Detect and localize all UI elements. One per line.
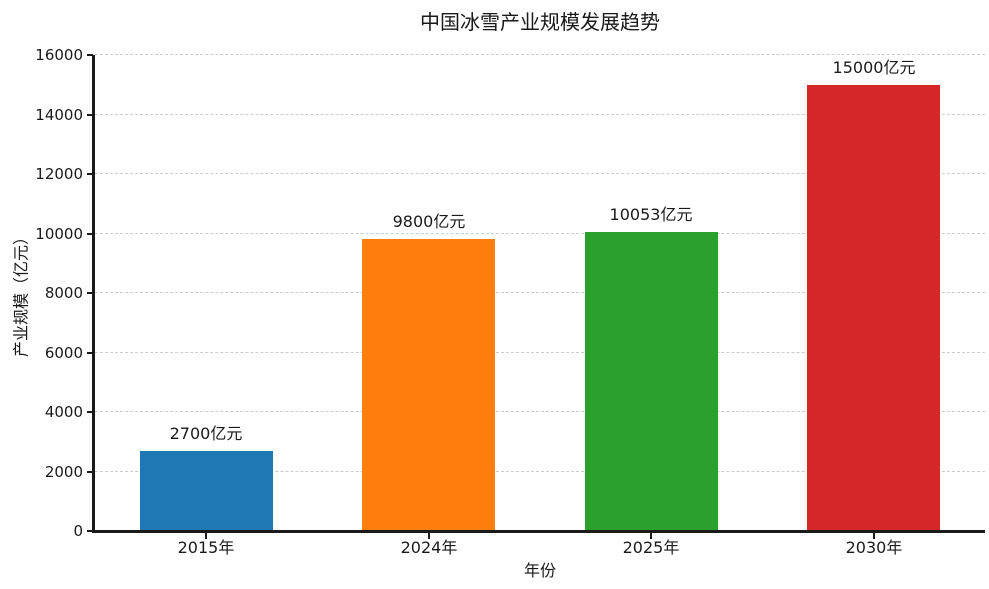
bar-2025年	[585, 232, 718, 531]
bar-value-label-2025年: 10053亿元	[609, 205, 693, 224]
x-tick-label-2024年: 2024年	[400, 538, 458, 557]
y-tick-mark-12000	[87, 173, 93, 175]
gridline-10000	[95, 233, 985, 234]
y-tick-label-14000: 14000	[35, 106, 83, 124]
bar-value-label-2024年: 9800亿元	[392, 212, 466, 231]
y-tick-mark-14000	[87, 114, 93, 116]
y-tick-label-0: 0	[73, 522, 83, 540]
gridline-2000	[95, 471, 985, 472]
y-tick-label-8000: 8000	[44, 284, 83, 302]
y-tick-label-4000: 4000	[44, 403, 83, 421]
y-tick-label-6000: 6000	[44, 344, 83, 362]
chart-title: 中国冰雪产业规模发展趋势	[420, 10, 660, 34]
gridline-6000	[95, 352, 985, 353]
gridline-12000	[95, 173, 985, 174]
gridline-8000	[95, 292, 985, 293]
gridline-16000	[95, 54, 985, 55]
y-tick-label-2000: 2000	[44, 463, 83, 481]
bar-2015年	[140, 451, 273, 531]
y-tick-mark-10000	[87, 233, 93, 235]
x-tick-mark-2025年	[650, 533, 652, 539]
bar-2030年	[807, 85, 940, 531]
x-axis-spine	[92, 530, 985, 533]
y-tick-mark-2000	[87, 471, 93, 473]
x-tick-label-2015年: 2015年	[177, 538, 235, 557]
bar-value-label-2015年: 2700亿元	[169, 424, 243, 443]
y-tick-label-16000: 16000	[35, 46, 83, 64]
y-tick-mark-0	[87, 530, 93, 532]
bar-value-label-2030年: 15000亿元	[832, 58, 916, 77]
y-tick-mark-6000	[87, 352, 93, 354]
y-tick-mark-8000	[87, 292, 93, 294]
bar-2024年	[362, 239, 495, 531]
x-tick-mark-2030年	[873, 533, 875, 539]
gridline-4000	[95, 411, 985, 412]
gridline-14000	[95, 114, 985, 115]
y-axis-spine	[92, 55, 95, 533]
x-tick-label-2030年: 2030年	[845, 538, 903, 557]
x-tick-mark-2015年	[205, 533, 207, 539]
y-tick-mark-16000	[87, 54, 93, 56]
y-tick-mark-4000	[87, 411, 93, 413]
x-axis-label: 年份	[523, 561, 556, 580]
y-tick-label-12000: 12000	[35, 165, 83, 183]
x-tick-mark-2024年	[428, 533, 430, 539]
x-tick-label-2025年: 2025年	[622, 538, 680, 557]
y-tick-label-10000: 10000	[35, 225, 83, 243]
